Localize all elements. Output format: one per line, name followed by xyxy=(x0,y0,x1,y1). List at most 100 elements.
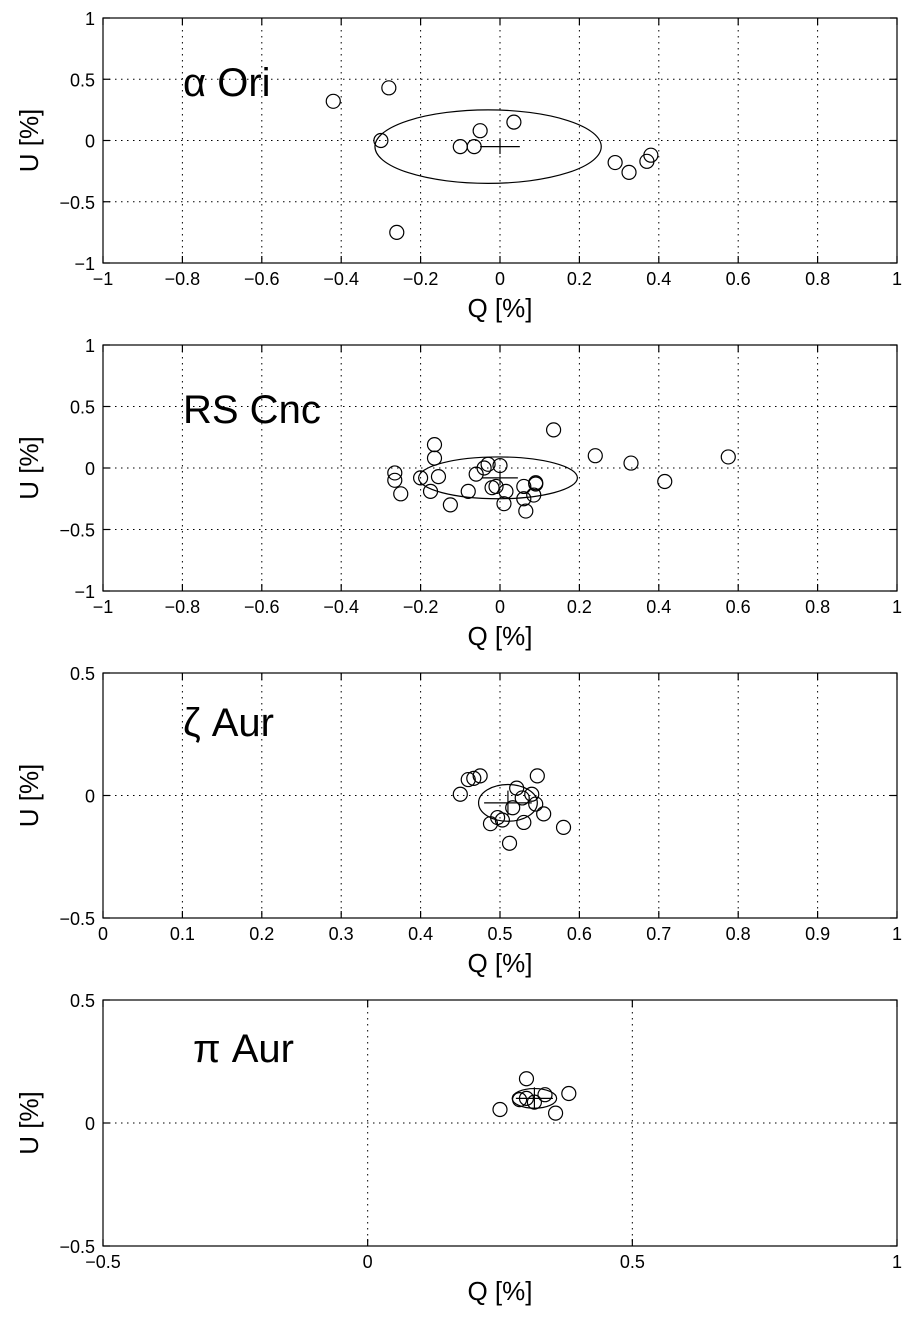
data-point xyxy=(547,1105,564,1121)
x-tick-label: −0.2 xyxy=(403,597,439,617)
star-name-label: α Ori xyxy=(183,61,271,105)
panel-zeta-aur: 0 0.1 0.2 0.3 0.4 0.5 0.6 0.7 0.8 0.9 1−0.500.5Q [… xyxy=(14,664,902,978)
x-tick-label: −0.4 xyxy=(323,269,359,289)
y-tick-label: 0.5 xyxy=(70,664,95,684)
data-point xyxy=(492,457,508,474)
panel-pi-aur: −0.5 0 0.5 1 −0.5 0 0.5 Q [%] U [%] π Aur xyxy=(14,991,902,1306)
y-tick-label: −0.5 xyxy=(59,1237,95,1257)
data-point xyxy=(518,503,534,519)
uncertainty-ellipse xyxy=(418,456,579,500)
data-point xyxy=(529,768,545,784)
data-point xyxy=(528,796,544,812)
data-point xyxy=(387,465,403,481)
data-point xyxy=(442,497,458,513)
data-point xyxy=(460,771,476,788)
data-point xyxy=(621,164,637,180)
x-tick-label: 0.2 xyxy=(567,597,592,617)
data-point xyxy=(413,470,429,486)
x-tick-label: −0.8 xyxy=(165,269,201,289)
data-point xyxy=(643,147,659,163)
x-tick-label: 0.8 xyxy=(805,269,830,289)
data-point xyxy=(509,780,525,796)
x-tick-label: 0.5 xyxy=(620,1252,645,1272)
x-tick-label: 0.7 xyxy=(646,924,671,944)
uncertainty-ellipse xyxy=(374,109,602,184)
x-axis-label: Q [%] xyxy=(467,948,532,978)
x-tick-label: 0.6 xyxy=(567,924,592,944)
y-axis-label: U [%] xyxy=(14,764,44,828)
y-tick-label: −0.5 xyxy=(59,193,95,213)
star-name-label: ζ Aur xyxy=(183,701,274,745)
data-point xyxy=(561,1085,577,1102)
x-tick-label: 0.1 xyxy=(170,924,195,944)
star-name-label: RS Cnc xyxy=(183,388,321,432)
data-point xyxy=(526,1094,543,1110)
y-tick-label: −0.5 xyxy=(59,521,95,541)
data-point xyxy=(452,139,468,155)
x-tick-label: −0.6 xyxy=(244,597,280,617)
x-axis-label: Q [%] xyxy=(467,293,532,323)
x-tick-label: 1 xyxy=(892,924,902,944)
x-tick-label: 0.2 xyxy=(567,269,592,289)
data-point xyxy=(516,491,532,507)
y-tick-label: 1 xyxy=(85,9,95,29)
x-tick-label: −1 xyxy=(93,597,114,617)
y-tick-label: 0 xyxy=(85,459,95,479)
y-tick-label: 0 xyxy=(85,787,95,807)
x-tick-label: 0.8 xyxy=(805,597,830,617)
x-tick-label: 0.3 xyxy=(329,924,354,944)
data-point xyxy=(476,460,492,476)
y-tick-label: 1 xyxy=(85,336,95,356)
data-point xyxy=(506,114,522,130)
data-point xyxy=(472,123,488,139)
y-tick-label: −1 xyxy=(74,582,95,602)
x-tick-label: 0 xyxy=(363,1252,373,1272)
x-tick-label: 0.9 xyxy=(805,924,830,944)
data-point xyxy=(505,800,521,816)
data-point xyxy=(514,790,530,806)
x-tick-label: −0.2 xyxy=(403,269,439,289)
data-point xyxy=(494,812,510,828)
x-tick-label: −0.4 xyxy=(323,597,359,617)
data-point xyxy=(422,483,439,499)
y-axis-label: U [%] xyxy=(14,1091,44,1155)
data-point xyxy=(526,487,542,503)
data-point xyxy=(501,835,518,851)
data-point xyxy=(389,224,405,240)
data-point xyxy=(518,1090,535,1107)
data-point xyxy=(536,806,552,822)
data-point xyxy=(657,473,673,490)
x-tick-label: 0.4 xyxy=(646,269,671,289)
data-point xyxy=(528,475,544,491)
data-point xyxy=(430,469,447,485)
y-axis-label: U [%] xyxy=(14,109,44,173)
uncertainty-ellipse xyxy=(477,783,538,822)
y-axis-label: U [%] xyxy=(14,436,44,500)
data-point xyxy=(607,154,623,171)
data-point xyxy=(466,770,482,786)
data-point xyxy=(587,448,603,464)
y-tick-label: 0 xyxy=(85,1114,95,1134)
data-point xyxy=(468,466,484,482)
x-tick-label: 0 xyxy=(98,924,108,944)
data-point xyxy=(325,93,341,109)
x-tick-label: 1 xyxy=(892,269,902,289)
data-point xyxy=(387,472,403,488)
x-tick-label: 0.5 xyxy=(487,924,512,944)
data-point xyxy=(516,814,532,831)
x-tick-label: 0.4 xyxy=(646,597,671,617)
x-tick-label: −0.5 xyxy=(85,1252,121,1272)
data-point xyxy=(452,786,468,802)
data-point xyxy=(518,1071,535,1087)
panel-alpha-ori: −1 −0.8 −0.6 −0.4 −0.2 0 0.2 0.4 0.6 0.8 1 −1 −0.5 0 0… xyxy=(14,9,902,323)
x-tick-label: −0.6 xyxy=(244,269,280,289)
data-point xyxy=(460,483,476,499)
data-point xyxy=(537,1087,553,1103)
panel-rs-cnc: −1 −0.8 −0.6 −0.4 −0.2 0 0.2 0.4 0.6 0.8 1 −1 −0.5 0 0… xyxy=(14,336,902,651)
x-tick-label: −1 xyxy=(93,269,114,289)
x-tick-label: −0.8 xyxy=(165,597,201,617)
y-tick-label: −0.5 xyxy=(59,909,95,929)
y-tick-label: 0.5 xyxy=(70,70,95,90)
data-point xyxy=(545,422,562,438)
